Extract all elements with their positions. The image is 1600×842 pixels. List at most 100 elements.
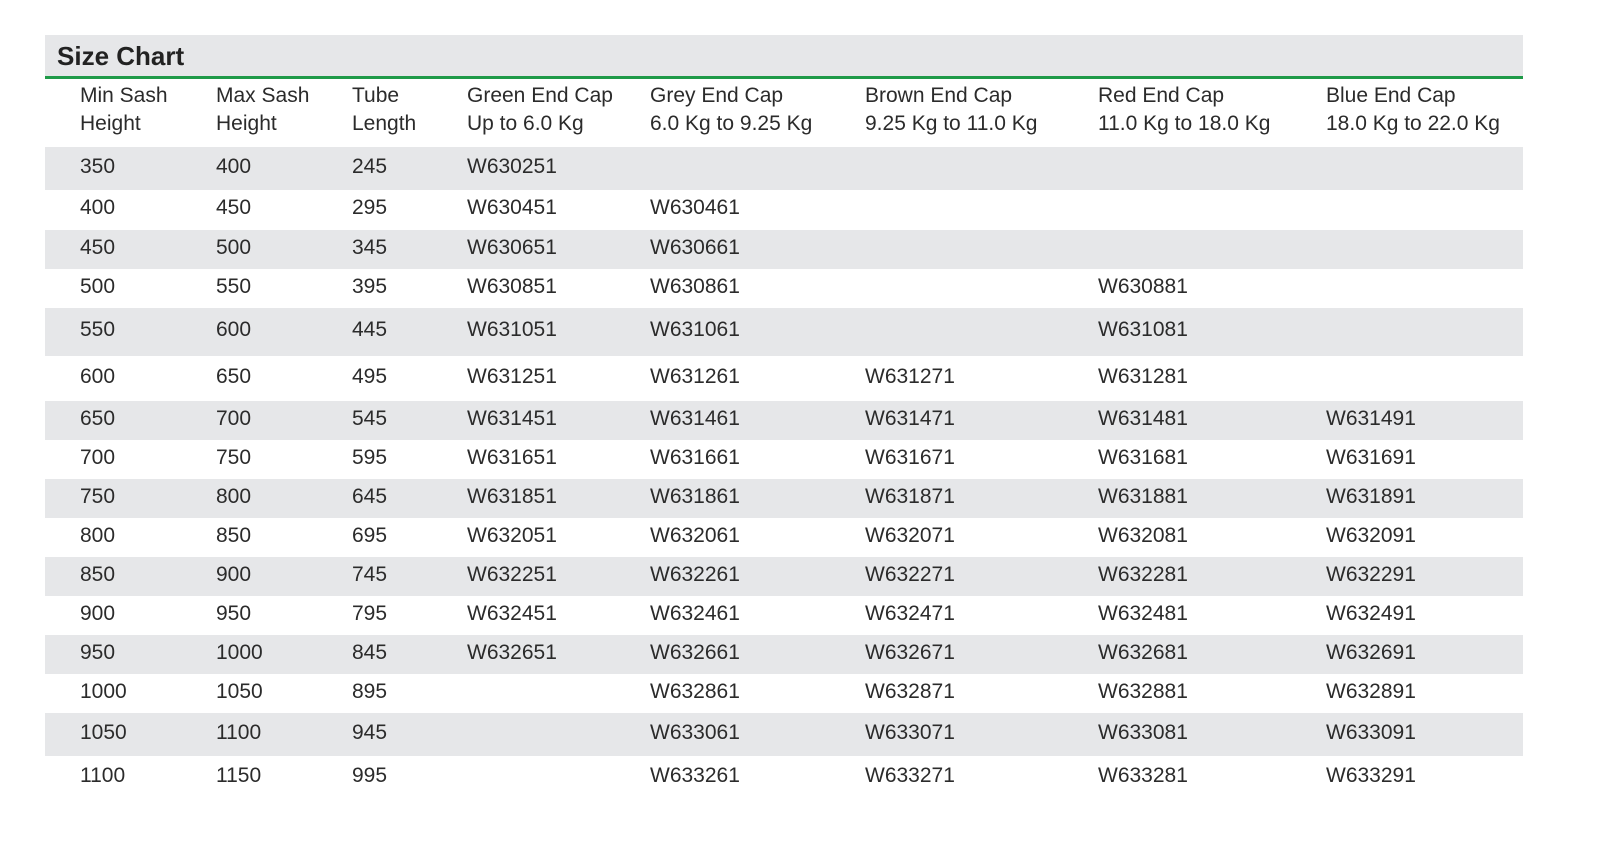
header-cell: Min Sash Height — [80, 82, 168, 138]
table-cell: 745 — [352, 563, 388, 586]
table-cell: W630451 — [467, 196, 557, 219]
table-cell: W633071 — [865, 721, 955, 744]
table-cell: W632881 — [1098, 680, 1188, 703]
table-cell: W632091 — [1326, 524, 1416, 547]
header-row: Min Sash Height Max Sash Height Tube Length Gr… — [45, 82, 1523, 146]
table-cell: 1100 — [216, 721, 262, 744]
table-cell: W632251 — [467, 563, 557, 586]
table-cell: 500 — [216, 236, 252, 259]
table-cell: 900 — [80, 602, 116, 625]
table-cell: 450 — [216, 196, 252, 219]
table-cell: W632271 — [865, 563, 955, 586]
header-line: Up to 6.0 Kg — [467, 112, 584, 135]
table-cell: 1100 — [80, 764, 126, 787]
table-cell: 400 — [80, 196, 116, 219]
table-row: 750 800 645 W631851 W631861 W631871 W631881 W63… — [45, 479, 1523, 518]
table-cell: W632871 — [865, 680, 955, 703]
table-cell: 650 — [216, 365, 252, 388]
table-cell: W631061 — [650, 318, 740, 341]
header-line: Brown End Cap — [865, 84, 1013, 107]
table-row: 400 450 295 W630451 W630461 — [45, 190, 1523, 230]
table-cell: 445 — [352, 318, 388, 341]
table-cell: 845 — [352, 641, 388, 664]
table-cell: W630661 — [650, 236, 740, 259]
title-bar: Size Chart — [45, 35, 1523, 79]
table-cell: W632081 — [1098, 524, 1188, 547]
table-row: 950 1000 845 W632651 W632661 W632671 W632681 W6… — [45, 635, 1523, 674]
table-cell: W630251 — [467, 155, 557, 178]
table-cell: 595 — [352, 446, 388, 469]
table-cell: 400 — [216, 155, 252, 178]
table-cell: W630461 — [650, 196, 740, 219]
table-row: 900 950 795 W632451 W632461 W632471 W632481 W63… — [45, 596, 1523, 635]
table-cell: W631871 — [865, 485, 955, 508]
table-cell: W631451 — [467, 407, 557, 430]
table-cell: W631081 — [1098, 318, 1188, 341]
table-cell: 550 — [216, 275, 252, 298]
table-cell: 245 — [352, 155, 388, 178]
table-cell: W631271 — [865, 365, 955, 388]
table-cell: 645 — [352, 485, 388, 508]
table-cell: 350 — [80, 155, 116, 178]
header-line: Grey End Cap — [650, 84, 784, 107]
table-cell: 1050 — [80, 721, 127, 744]
table-cell: 995 — [352, 764, 388, 787]
table-cell: 800 — [216, 485, 252, 508]
table-cell: W630881 — [1098, 275, 1188, 298]
table-cell: W632671 — [865, 641, 955, 664]
table-cell: W633061 — [650, 721, 740, 744]
table-cell: 850 — [216, 524, 252, 547]
table-cell: W630851 — [467, 275, 557, 298]
header-line: Max Sash — [216, 84, 310, 107]
table-cell: W633271 — [865, 764, 955, 787]
table-row: 1050 1100 945 W633061 W633071 W633081 W633091 — [45, 713, 1523, 756]
table-cell: W631481 — [1098, 407, 1188, 430]
table-cell: W630861 — [650, 275, 740, 298]
table-row: 600 650 495 W631251 W631261 W631271 W631281 — [45, 356, 1523, 401]
table-row: 1100 1150 995 W633261 W633271 W633281 W633291 — [45, 756, 1523, 800]
table-row: 350 400 245 W630251 — [45, 147, 1523, 190]
header-line: 6.0 Kg to 9.25 Kg — [650, 112, 813, 135]
table-cell: 550 — [80, 318, 116, 341]
table-row: 550 600 445 W631051 W631061 W631081 — [45, 308, 1523, 356]
table-row: 1000 1050 895 W632861 W632871 W632881 W632891 — [45, 674, 1523, 713]
header-line: Red End Cap — [1098, 84, 1225, 107]
table-row: 650 700 545 W631451 W631461 W631471 W631481 W63… — [45, 401, 1523, 440]
header-cell: Blue End Cap 18.0 Kg to 22.0 Kg — [1326, 82, 1500, 138]
table-cell: W632281 — [1098, 563, 1188, 586]
header-cell: Green End Cap Up to 6.0 Kg — [467, 82, 613, 138]
table-cell: W631661 — [650, 446, 740, 469]
header-cell: Red End Cap 11.0 Kg to 18.0 Kg — [1098, 82, 1270, 138]
table-cell: W631891 — [1326, 485, 1416, 508]
table-cell: 500 — [80, 275, 116, 298]
table-cell: W633081 — [1098, 721, 1188, 744]
table-cell: W632491 — [1326, 602, 1416, 625]
table-cell: 450 — [80, 236, 116, 259]
table-cell: W632051 — [467, 524, 557, 547]
table-cell: W632661 — [650, 641, 740, 664]
table-cell: W631671 — [865, 446, 955, 469]
table-cell: W631681 — [1098, 446, 1188, 469]
header-line: Height — [80, 112, 141, 135]
table-cell: W631851 — [467, 485, 557, 508]
table-cell: 545 — [352, 407, 388, 430]
header-line: Tube — [352, 84, 400, 107]
table-cell: 700 — [216, 407, 252, 430]
table-cell: 895 — [352, 680, 388, 703]
table-cell: 1050 — [216, 680, 263, 703]
table-cell: 950 — [80, 641, 116, 664]
table-cell: 650 — [80, 407, 116, 430]
header-line: 9.25 Kg to 11.0 Kg — [865, 112, 1038, 135]
table-cell: W631651 — [467, 446, 557, 469]
table-cell: W631261 — [650, 365, 740, 388]
table-cell: W632061 — [650, 524, 740, 547]
table-cell: W631461 — [650, 407, 740, 430]
table-cell: W631881 — [1098, 485, 1188, 508]
table-cell: W631251 — [467, 365, 557, 388]
table-cell: 495 — [352, 365, 388, 388]
table-row: 850 900 745 W632251 W632261 W632271 W632281 W63… — [45, 557, 1523, 596]
table-cell: W632681 — [1098, 641, 1188, 664]
table-cell: 850 — [80, 563, 116, 586]
table-cell: W631051 — [467, 318, 557, 341]
